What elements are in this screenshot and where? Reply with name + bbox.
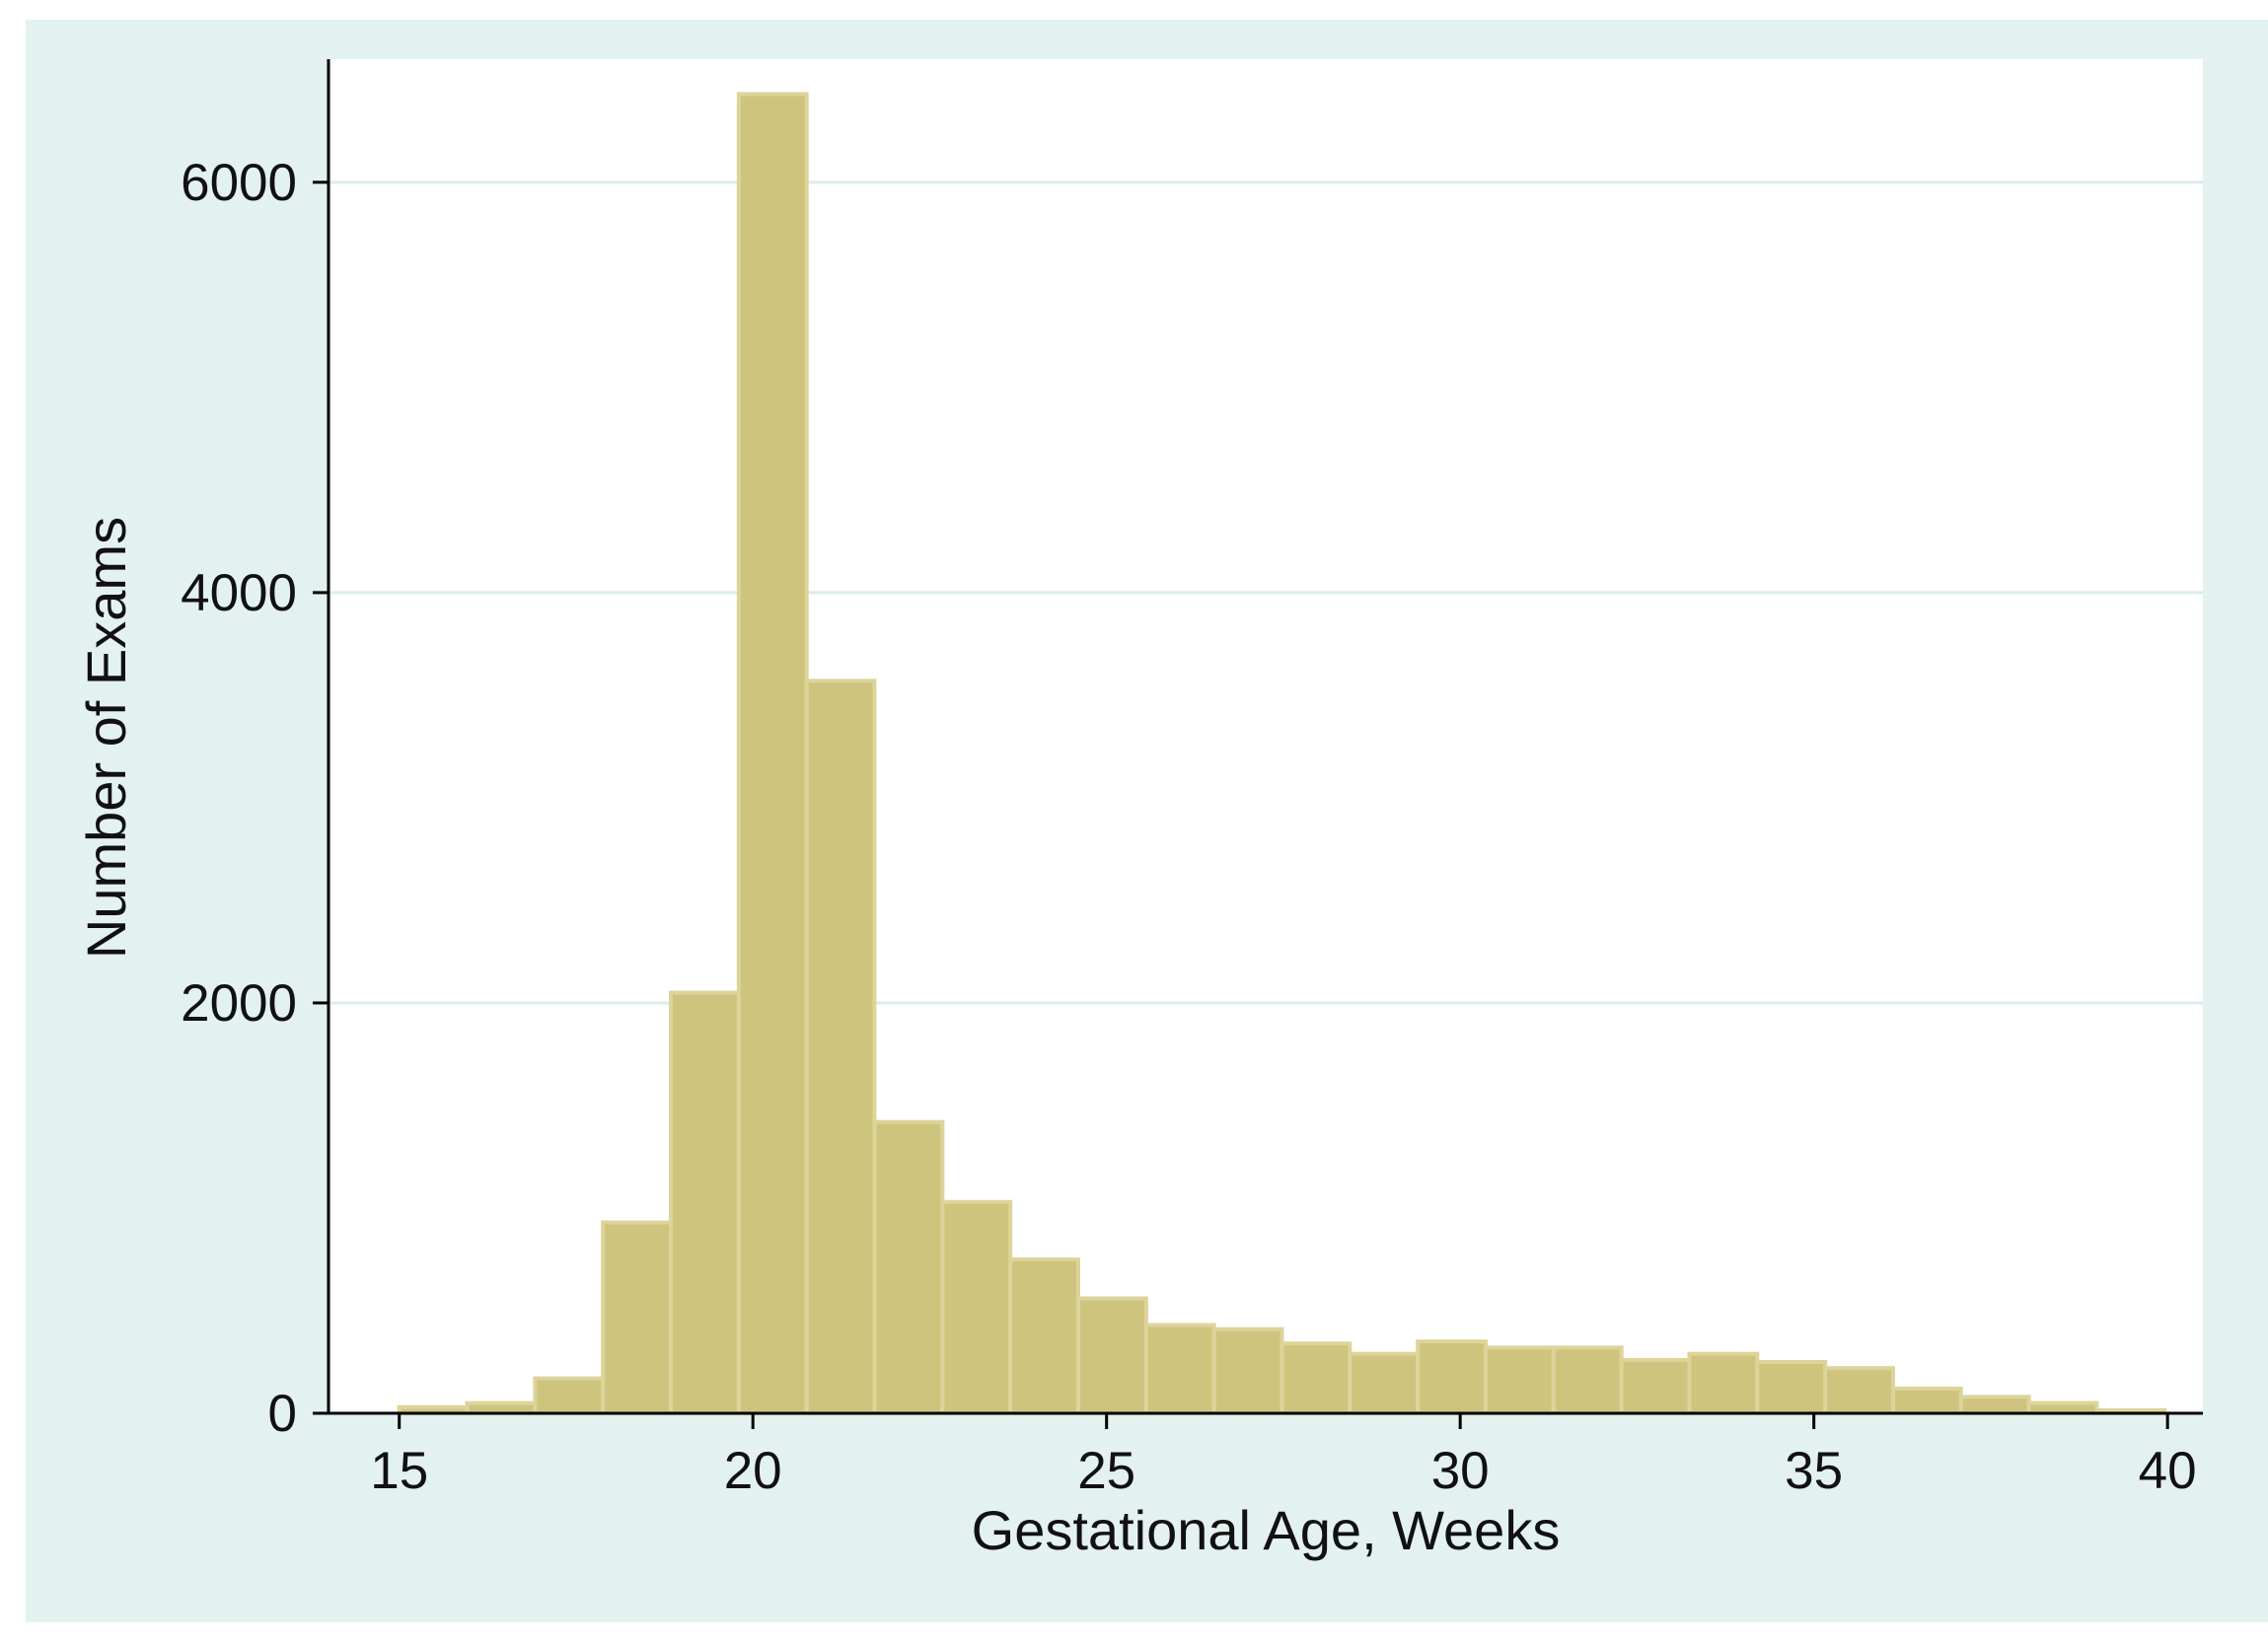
histogram-bar: [940, 1199, 1013, 1415]
x-tick-label: 40: [2139, 1442, 2197, 1500]
histogram-bar: [872, 1119, 945, 1415]
histogram-bar: [736, 92, 809, 1416]
x-axis-title: Gestational Age, Weeks: [972, 1499, 1561, 1561]
histogram-bar: [1076, 1296, 1148, 1416]
histogram-bar: [1143, 1323, 1216, 1416]
histogram-bar: [1687, 1351, 1760, 1416]
histogram-bar: [1619, 1357, 1692, 1415]
histogram-bar: [1211, 1326, 1284, 1415]
x-axis-ticks: 15 20 25 30 35 40: [370, 1413, 2197, 1500]
y-tick-label: 4000: [181, 564, 297, 622]
histogram-bar: [1008, 1256, 1080, 1416]
histogram-bar: [1823, 1366, 1895, 1415]
histogram-bar: [1483, 1345, 1556, 1415]
y-tick-label: 2000: [181, 974, 297, 1033]
y-axis-ticks: 0 2000 4000 6000: [181, 154, 329, 1443]
axes: [327, 59, 2203, 1415]
histogram-bar: [465, 1400, 538, 1416]
histogram-bar: [601, 1220, 674, 1416]
x-tick-label: 25: [1077, 1442, 1135, 1500]
histogram-bar: [804, 679, 877, 1415]
histogram-bar: [1348, 1351, 1421, 1416]
histogram-bar: [1958, 1395, 2031, 1415]
x-tick-label: 20: [724, 1442, 782, 1500]
histogram-bar: [669, 990, 741, 1416]
histogram-bar: [1551, 1345, 1624, 1415]
histogram-bar: [1890, 1387, 1963, 1416]
histogram-bar: [1755, 1359, 1828, 1416]
gridlines: [329, 180, 2203, 1005]
x-tick-label: 35: [1785, 1442, 1843, 1500]
histogram-bar: [1280, 1341, 1353, 1415]
histogram-bars: [397, 92, 2167, 1416]
x-tick-label: 15: [370, 1442, 428, 1500]
plot-background: [329, 59, 2203, 1413]
x-tick-label: 30: [1431, 1442, 1490, 1500]
y-axis-title: Number of Exams: [75, 517, 137, 959]
histogram-bar: [533, 1376, 606, 1416]
y-tick-label: 6000: [181, 154, 297, 212]
y-tick-label: 0: [268, 1385, 297, 1443]
histogram-bar: [2026, 1400, 2099, 1416]
histogram-bar: [1416, 1339, 1488, 1416]
